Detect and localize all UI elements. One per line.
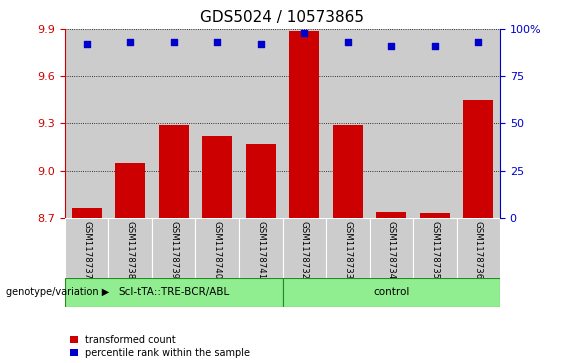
Text: GSM1178741: GSM1178741 bbox=[257, 221, 265, 279]
Text: GSM1178738: GSM1178738 bbox=[126, 221, 134, 279]
Bar bbox=[463, 100, 493, 218]
Bar bbox=[413, 218, 457, 278]
Text: ScI-tTA::TRE-BCR/ABL: ScI-tTA::TRE-BCR/ABL bbox=[118, 287, 229, 297]
Bar bbox=[202, 136, 232, 218]
Text: GSM1178732: GSM1178732 bbox=[300, 221, 308, 279]
Bar bbox=[420, 213, 450, 218]
Bar bbox=[326, 218, 370, 278]
Legend: transformed count, percentile rank within the sample: transformed count, percentile rank withi… bbox=[70, 335, 250, 358]
Text: GSM1178735: GSM1178735 bbox=[431, 221, 439, 279]
Bar bbox=[239, 218, 282, 278]
Bar bbox=[152, 218, 195, 278]
Bar bbox=[370, 218, 413, 278]
Bar bbox=[65, 218, 108, 278]
Bar bbox=[246, 144, 276, 218]
Bar bbox=[282, 218, 326, 278]
Bar bbox=[108, 218, 152, 278]
Title: GDS5024 / 10573865: GDS5024 / 10573865 bbox=[201, 10, 364, 25]
Text: GSM1178733: GSM1178733 bbox=[344, 221, 352, 279]
Bar bbox=[282, 29, 326, 218]
Bar bbox=[457, 218, 500, 278]
Bar bbox=[152, 29, 195, 218]
Bar bbox=[289, 30, 319, 218]
Bar bbox=[282, 278, 500, 307]
Text: GSM1178734: GSM1178734 bbox=[387, 221, 396, 279]
Bar bbox=[326, 29, 370, 218]
Bar bbox=[65, 278, 282, 307]
Text: control: control bbox=[373, 287, 410, 297]
Text: GSM1178736: GSM1178736 bbox=[474, 221, 483, 279]
Point bbox=[169, 39, 178, 45]
Bar bbox=[115, 163, 145, 218]
Point bbox=[430, 43, 439, 49]
Point bbox=[343, 39, 352, 45]
Bar bbox=[159, 125, 189, 218]
Bar bbox=[195, 29, 239, 218]
Bar bbox=[333, 125, 363, 218]
Point bbox=[473, 39, 483, 45]
Bar bbox=[413, 29, 457, 218]
Bar bbox=[195, 218, 239, 278]
Text: GSM1178740: GSM1178740 bbox=[213, 221, 221, 279]
Point bbox=[256, 41, 265, 47]
Bar bbox=[376, 212, 406, 218]
Point bbox=[82, 41, 92, 47]
Point bbox=[299, 30, 308, 36]
Bar bbox=[370, 29, 413, 218]
Text: genotype/variation ▶: genotype/variation ▶ bbox=[6, 287, 109, 297]
Bar bbox=[457, 29, 500, 218]
Point bbox=[386, 43, 396, 49]
Text: GSM1178737: GSM1178737 bbox=[82, 221, 91, 279]
Bar bbox=[108, 29, 152, 218]
Point bbox=[212, 39, 221, 45]
Bar bbox=[239, 29, 282, 218]
Bar bbox=[72, 208, 102, 218]
Bar bbox=[65, 29, 108, 218]
Point bbox=[125, 39, 134, 45]
Text: GSM1178739: GSM1178739 bbox=[170, 221, 178, 279]
